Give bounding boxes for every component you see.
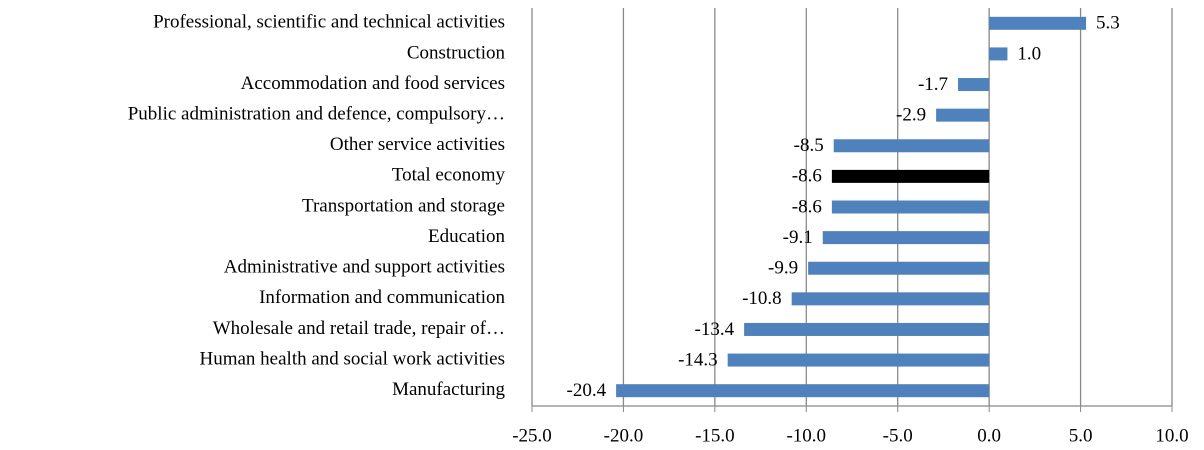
data-label: -13.4 bbox=[695, 319, 735, 340]
bar bbox=[833, 139, 990, 153]
data-label: -14.3 bbox=[678, 349, 718, 370]
bar bbox=[744, 322, 990, 336]
y-tick-label: Human health and social work activities bbox=[200, 348, 506, 369]
data-label: 5.3 bbox=[1096, 13, 1120, 34]
y-tick-label: Total economy bbox=[392, 165, 506, 186]
x-tick-label: -15.0 bbox=[695, 425, 735, 446]
y-tick-label: Accommodation and food services bbox=[241, 73, 505, 94]
x-tick-label: -20.0 bbox=[604, 425, 644, 446]
bar bbox=[727, 353, 990, 367]
data-label: -9.1 bbox=[783, 227, 813, 248]
x-tick-label: -5.0 bbox=[883, 425, 913, 446]
x-tick-label: 0.0 bbox=[977, 425, 1001, 446]
bar bbox=[808, 261, 990, 275]
x-tick-label: 10.0 bbox=[1155, 425, 1188, 446]
y-tick-label: Education bbox=[428, 226, 506, 247]
bar bbox=[831, 169, 990, 183]
data-label: -1.7 bbox=[918, 74, 948, 95]
y-tick-label: Manufacturing bbox=[392, 379, 505, 400]
y-tick-label: Professional, scientific and technical a… bbox=[153, 12, 505, 33]
data-label: -2.9 bbox=[896, 105, 926, 126]
bar bbox=[989, 16, 1087, 30]
data-label: -8.6 bbox=[792, 196, 822, 217]
x-tick-label: -10.0 bbox=[786, 425, 826, 446]
y-tick-label: Information and communication bbox=[259, 287, 505, 308]
bar bbox=[936, 108, 990, 122]
bar bbox=[822, 231, 990, 245]
bar bbox=[958, 78, 990, 92]
data-label: -20.4 bbox=[567, 380, 607, 401]
y-tick-label: Other service activities bbox=[330, 134, 505, 155]
bar bbox=[791, 292, 990, 306]
y-tick-label: Public administration and defence, compu… bbox=[128, 104, 505, 125]
x-tick-label: 5.0 bbox=[1069, 425, 1093, 446]
data-label: -8.6 bbox=[792, 166, 822, 187]
data-label: -10.8 bbox=[742, 288, 782, 309]
x-tick-label: -25.0 bbox=[512, 425, 552, 446]
y-tick-label: Administrative and support activities bbox=[224, 257, 505, 278]
bar bbox=[989, 47, 1008, 61]
data-label: -8.5 bbox=[794, 135, 824, 156]
y-tick-label: Wholesale and retail trade, repair of… bbox=[213, 318, 505, 339]
y-tick-label: Transportation and storage bbox=[302, 195, 505, 216]
bar bbox=[831, 200, 990, 214]
y-tick-label: Construction bbox=[407, 42, 506, 63]
bar bbox=[616, 384, 990, 398]
data-label: -9.9 bbox=[768, 258, 798, 279]
data-label: 1.0 bbox=[1017, 43, 1041, 64]
